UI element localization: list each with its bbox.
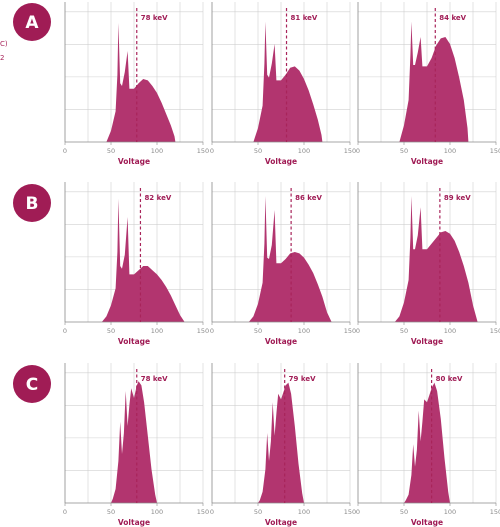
x-axis-label: Voltage bbox=[118, 157, 150, 166]
x-tick-label: 0 bbox=[63, 508, 67, 516]
x-tick-label: 0 bbox=[210, 147, 214, 155]
row-badge-letter: C bbox=[26, 375, 38, 395]
panel-a-2: 0 50 100 150 Voltage 81 keV bbox=[210, 2, 356, 166]
x-tick-label: 0 bbox=[210, 327, 214, 335]
panel-c-3: 0 50 100 150 Voltage 80 keV bbox=[356, 363, 500, 527]
x-tick-label: 50 bbox=[107, 327, 115, 335]
x-tick-label: 50 bbox=[254, 508, 262, 516]
mean-energy-label: 81 keV bbox=[291, 14, 318, 22]
panel-b-2: 0 50 100 150 Voltage 86 keV bbox=[210, 182, 356, 346]
x-tick-label: 100 bbox=[298, 147, 310, 155]
panel-a-1: 0 50 100 150 Voltage 78 keV bbox=[63, 2, 209, 166]
x-tick-label: 50 bbox=[254, 147, 262, 155]
row-badge-a: A bbox=[13, 3, 51, 41]
x-axis-label: Voltage bbox=[265, 337, 297, 346]
panel-b-3: 0 50 100 150 Voltage 89 keV bbox=[356, 182, 500, 346]
x-tick-label: 100 bbox=[444, 327, 456, 335]
x-tick-label: 0 bbox=[63, 327, 67, 335]
x-axis-label: Voltage bbox=[265, 157, 297, 166]
cropped-fragment: C) bbox=[0, 40, 8, 48]
spectrum-area bbox=[404, 382, 450, 503]
spectrum-area bbox=[106, 23, 176, 142]
x-tick-label: 150 bbox=[197, 147, 209, 155]
x-tick-label: 50 bbox=[254, 327, 262, 335]
x-tick-label: 150 bbox=[344, 508, 356, 516]
x-tick-label: 150 bbox=[490, 508, 500, 516]
x-tick-label: 100 bbox=[151, 508, 163, 516]
spectrum-area bbox=[101, 198, 185, 322]
x-axis-label: Voltage bbox=[265, 518, 297, 527]
x-axis-label: Voltage bbox=[118, 518, 150, 527]
row-badge-letter: A bbox=[25, 13, 39, 33]
x-tick-label: 100 bbox=[298, 327, 310, 335]
x-tick-label: 150 bbox=[490, 147, 500, 155]
x-tick-label: 100 bbox=[151, 147, 163, 155]
x-axis-label: Voltage bbox=[411, 157, 443, 166]
spectrum-area bbox=[394, 196, 478, 322]
x-tick-label: 0 bbox=[63, 147, 67, 155]
mean-energy-label: 80 keV bbox=[436, 375, 463, 383]
row-badge-b: B bbox=[13, 184, 51, 222]
x-tick-label: 150 bbox=[490, 327, 500, 335]
x-tick-label: 0 bbox=[356, 327, 360, 335]
x-tick-label: 100 bbox=[298, 508, 310, 516]
row-badge-circle bbox=[13, 184, 51, 222]
x-tick-label: 50 bbox=[400, 147, 408, 155]
x-tick-label: 50 bbox=[400, 508, 408, 516]
row-badge-c: C bbox=[13, 365, 51, 403]
panel-b-1: 0 50 100 150 Voltage 82 keV bbox=[63, 182, 209, 346]
x-tick-label: 50 bbox=[107, 508, 115, 516]
x-tick-label: 100 bbox=[151, 327, 163, 335]
x-tick-label: 0 bbox=[356, 508, 360, 516]
mean-energy-label: 86 keV bbox=[295, 194, 322, 202]
spectrum-area bbox=[111, 381, 157, 503]
spectrum-area bbox=[399, 21, 469, 143]
x-tick-label: 150 bbox=[344, 147, 356, 155]
x-tick-label: 150 bbox=[344, 327, 356, 335]
x-axis-label: Voltage bbox=[118, 337, 150, 346]
x-tick-label: 0 bbox=[210, 508, 214, 516]
spectrum-area bbox=[258, 382, 304, 503]
mean-energy-label: 78 keV bbox=[141, 375, 168, 383]
x-tick-label: 50 bbox=[107, 147, 115, 155]
mean-energy-label: 84 keV bbox=[439, 14, 466, 22]
panel-a-3: 0 50 100 150 Voltage 84 keV bbox=[356, 2, 500, 166]
x-tick-label: 150 bbox=[197, 508, 209, 516]
x-tick-label: 0 bbox=[356, 147, 360, 155]
row-badge-circle bbox=[13, 365, 51, 403]
row-badge-letter: B bbox=[26, 194, 39, 214]
spectrum-area bbox=[253, 21, 323, 143]
mean-energy-label: 82 keV bbox=[144, 194, 171, 202]
x-axis-label: Voltage bbox=[411, 518, 443, 527]
spectrum-area bbox=[248, 196, 332, 322]
mean-energy-label: 78 keV bbox=[141, 14, 168, 22]
row-badge-circle bbox=[13, 3, 51, 41]
x-axis-label: Voltage bbox=[411, 337, 443, 346]
x-tick-label: 100 bbox=[444, 508, 456, 516]
mean-energy-label: 89 keV bbox=[444, 194, 471, 202]
panel-c-1: 0 50 100 150 Voltage 78 keV bbox=[63, 363, 209, 527]
panel-c-2: 0 50 100 150 Voltage 79 keV bbox=[210, 363, 356, 527]
cropped-fragment: 2 bbox=[0, 54, 5, 62]
mean-energy-label: 79 keV bbox=[289, 375, 316, 383]
x-tick-label: 50 bbox=[400, 327, 408, 335]
x-tick-label: 150 bbox=[197, 327, 209, 335]
x-tick-label: 100 bbox=[444, 147, 456, 155]
